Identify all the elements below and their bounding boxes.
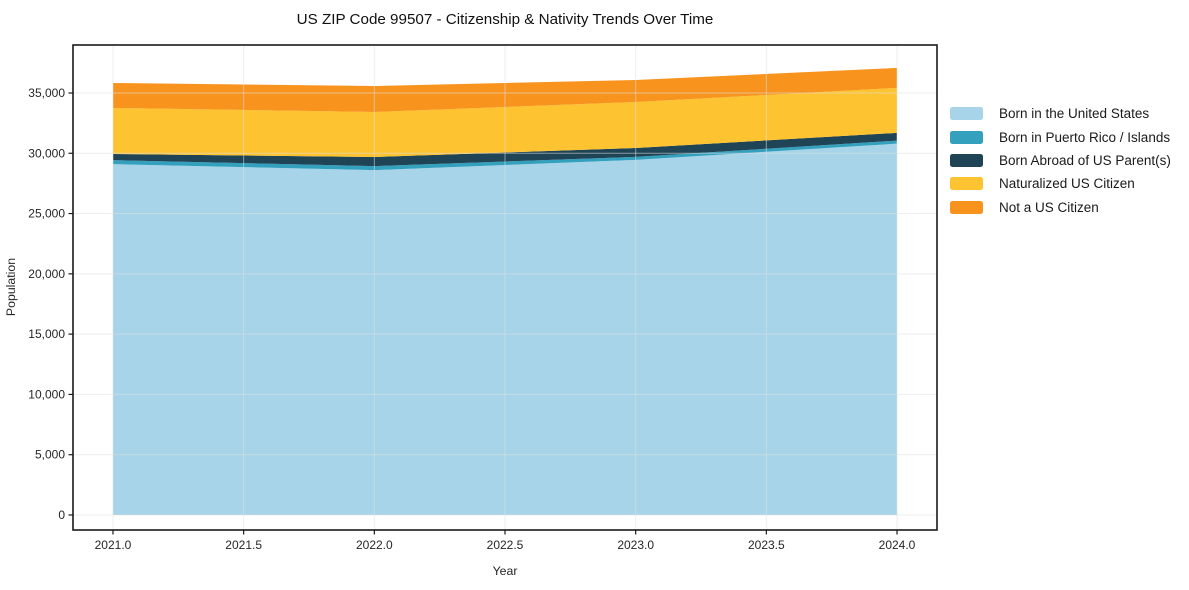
legend-swatch (950, 130, 983, 144)
y-tick-label: 35,000 (28, 86, 65, 100)
legend-item-3: Naturalized US Citizen (950, 172, 1171, 195)
legend-item-2: Born Abroad of US Parent(s) (950, 149, 1171, 172)
y-tick-label: 0 (58, 508, 65, 522)
x-tick-label: 2021.0 (95, 538, 132, 552)
legend-label: Born in the United States (999, 106, 1150, 122)
x-axis-label: Year (493, 564, 518, 578)
y-tick-label: 25,000 (28, 207, 65, 221)
chart-title: US ZIP Code 99507 - Citizenship & Nativi… (297, 11, 714, 28)
x-tick-label: 2022.5 (487, 538, 524, 552)
legend-swatch (950, 200, 983, 214)
y-axis-label: Population (4, 258, 18, 316)
x-tick-label: 2024.0 (879, 538, 916, 552)
y-axis-tick-labels: 0 5,000 10,000 15,000 20,000 25,000 30,000 35,0… (28, 86, 65, 522)
axis-tick-marks (68, 92, 898, 535)
legend-item-4: Not a US Citizen (950, 196, 1171, 219)
gridlines (73, 45, 937, 530)
y-tick-label: 5,000 (35, 448, 65, 462)
legend-label: Not a US Citizen (999, 199, 1099, 215)
y-tick-label: 20,000 (28, 267, 65, 281)
chart-legend: Born in the United States Born in Puerto … (950, 102, 1171, 219)
x-tick-label: 2022.0 (356, 538, 393, 552)
x-axis-tick-labels: 2021.0 2021.5 2022.0 2022.5 2023.0 2023.5 2024… (95, 538, 916, 552)
area-series-2 (112, 132, 898, 167)
y-tick-label: 15,000 (28, 327, 65, 341)
legend-swatch (950, 153, 983, 167)
x-tick-label: 2021.5 (225, 538, 262, 552)
x-tick-label: 2023.5 (748, 538, 785, 552)
legend-label: Born Abroad of US Parent(s) (999, 152, 1171, 168)
legend-item-0: Born in the United States (950, 102, 1171, 125)
y-tick-label: 30,000 (28, 146, 65, 160)
legend-item-1: Born in Puerto Rico / Islands (950, 125, 1171, 148)
x-tick-label: 2023.0 (617, 538, 654, 552)
legend-swatch (950, 177, 983, 191)
legend-swatch (950, 107, 983, 121)
legend-label: Naturalized US Citizen (999, 176, 1135, 192)
y-tick-label: 10,000 (28, 387, 65, 401)
legend-label: Born in Puerto Rico / Islands (999, 129, 1171, 145)
